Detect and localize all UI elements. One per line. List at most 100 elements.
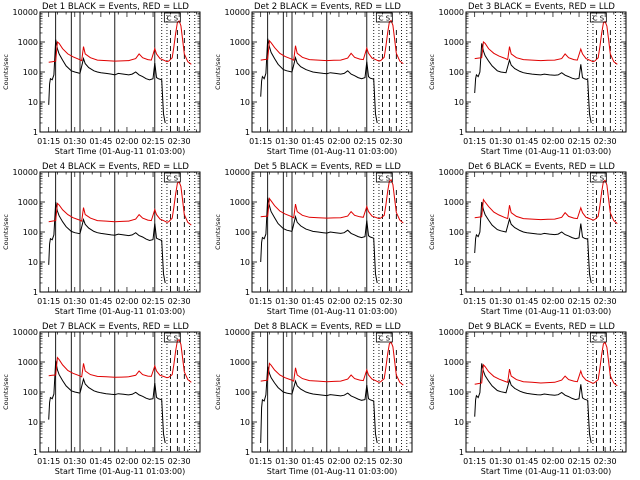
panel-title: Det 9 BLACK = Events, RED = LLD [468, 322, 615, 332]
y-tick-label: 1000 [230, 38, 250, 47]
attenuator-label: C S [379, 335, 391, 343]
y-tick-label: 1 [33, 288, 38, 297]
x-tick-label: 01:30 [489, 297, 512, 306]
y-tick-label: 10000 [439, 168, 464, 177]
x-tick-label: 02:30 [594, 137, 617, 146]
panel-det-9: C S 1 10 100 1000 10000 01:15 01:30 01:45 02:00 02… [428, 322, 627, 476]
y-tick-label: 10000 [439, 328, 464, 337]
events-series-line [474, 201, 592, 284]
panel-det-2: C S 1 10 100 1000 10000 01:15 01:30 01:45 02:00 02… [214, 2, 413, 156]
x-tick-label: 01:15 [37, 297, 60, 306]
x-tick-label: 02:15 [142, 297, 165, 306]
panel-det-7: C S 1 10 100 1000 10000 01:15 01:30 01:45 02:00 02… [2, 322, 201, 476]
x-tick-label: 02:00 [541, 297, 564, 306]
x-tick-label: 01:45 [515, 297, 538, 306]
x-tick-label: 02:00 [327, 137, 350, 146]
panel-title: Det 8 BLACK = Events, RED = LLD [254, 322, 401, 332]
x-tick-label: 01:45 [89, 457, 112, 466]
x-tick-label: 01:45 [89, 297, 112, 306]
x-tick-label: 02:00 [115, 137, 138, 146]
y-tick-label: 1 [245, 288, 250, 297]
y-tick-label: 100 [23, 228, 38, 237]
x-axis-label: Start Time (01-Aug-11 01:03:00) [55, 307, 186, 316]
y-axis-label: Counts/sec [214, 374, 222, 410]
x-tick-label: 02:15 [568, 457, 591, 466]
x-tick-label: 02:15 [354, 137, 377, 146]
x-tick-label: 01:15 [37, 137, 60, 146]
x-axis-label: Start Time (01-Aug-11 01:03:00) [55, 467, 186, 476]
x-axis-label: Start Time (01-Aug-11 01:03:00) [267, 467, 398, 476]
y-axis-label: Counts/sec [428, 54, 436, 90]
x-tick-label: 01:30 [63, 137, 86, 146]
x-tick-label: 01:30 [63, 297, 86, 306]
x-tick-label: 02:00 [541, 137, 564, 146]
y-tick-label: 10 [28, 258, 38, 267]
y-tick-label: 100 [449, 388, 464, 397]
panel-det-8: C S 1 10 100 1000 10000 01:15 01:30 01:45 02:00 02… [214, 322, 413, 476]
panel-det-5: C S 1 10 100 1000 10000 01:15 01:30 01:45 02:00 02… [214, 162, 413, 316]
lld-series-line [260, 341, 404, 386]
y-tick-label: 100 [235, 388, 250, 397]
x-tick-label: 02:30 [380, 297, 403, 306]
x-tick-label: 02:30 [380, 137, 403, 146]
events-series-line [474, 363, 592, 444]
attenuator-label: C S [167, 335, 179, 343]
x-axis-label: Start Time (01-Aug-11 01:03:00) [267, 307, 398, 316]
y-tick-label: 1 [459, 128, 464, 137]
y-axis-label: Counts/sec [428, 374, 436, 410]
events-series-line [260, 38, 378, 124]
x-axis-label: Start Time (01-Aug-11 01:03:00) [481, 307, 612, 316]
attenuator-label: C S [167, 175, 179, 183]
attenuator-box [589, 12, 607, 23]
x-axis-label: Start Time (01-Aug-11 01:03:00) [481, 147, 612, 156]
y-tick-label: 1000 [444, 38, 464, 47]
x-tick-label: 01:30 [63, 457, 86, 466]
events-series-line [260, 366, 378, 444]
y-tick-label: 10 [454, 258, 464, 267]
attenuator-box [589, 172, 607, 183]
x-tick-label: 02:15 [568, 297, 591, 306]
panel-title: Det 4 BLACK = Events, RED = LLD [42, 162, 189, 172]
events-series-line [48, 360, 166, 444]
x-tick-label: 01:15 [463, 137, 486, 146]
attenuator-label: C S [167, 15, 179, 23]
y-tick-label: 1 [459, 448, 464, 457]
panel-title: Det 2 BLACK = Events, RED = LLD [254, 2, 401, 12]
events-series-line [48, 39, 166, 124]
x-tick-label: 01:30 [489, 457, 512, 466]
panel-title: Det 3 BLACK = Events, RED = LLD [468, 2, 615, 12]
y-tick-label: 1000 [230, 198, 250, 207]
x-tick-label: 02:30 [168, 297, 191, 306]
y-tick-label: 100 [449, 228, 464, 237]
y-tick-label: 10000 [13, 8, 38, 17]
lld-series-line [474, 20, 618, 65]
attenuator-label: C S [593, 15, 605, 23]
x-axis-label: Start Time (01-Aug-11 01:03:00) [481, 467, 612, 476]
y-tick-label: 1 [33, 128, 38, 137]
attenuator-box [375, 332, 393, 343]
x-tick-label: 02:15 [354, 297, 377, 306]
x-tick-label: 01:45 [515, 137, 538, 146]
lld-series-line [48, 180, 192, 226]
lld-series-line [48, 20, 192, 65]
attenuator-box [163, 332, 181, 343]
x-tick-label: 02:00 [327, 297, 350, 306]
x-tick-label: 01:15 [249, 457, 272, 466]
events-series-line [260, 197, 378, 284]
events-series-line [474, 43, 592, 124]
x-tick-label: 01:45 [89, 137, 112, 146]
x-tick-label: 02:30 [594, 457, 617, 466]
x-tick-label: 01:30 [275, 137, 298, 146]
y-tick-label: 10 [240, 418, 250, 427]
y-tick-label: 100 [23, 68, 38, 77]
attenuator-label: C S [593, 175, 605, 183]
attenuator-box [163, 12, 181, 23]
x-tick-label: 02:15 [142, 137, 165, 146]
x-tick-label: 01:15 [249, 297, 272, 306]
panel-det-4: C S 1 10 100 1000 10000 01:15 01:30 01:45 02:00 02… [2, 162, 201, 316]
attenuator-label: C S [593, 335, 605, 343]
x-tick-label: 02:15 [354, 457, 377, 466]
